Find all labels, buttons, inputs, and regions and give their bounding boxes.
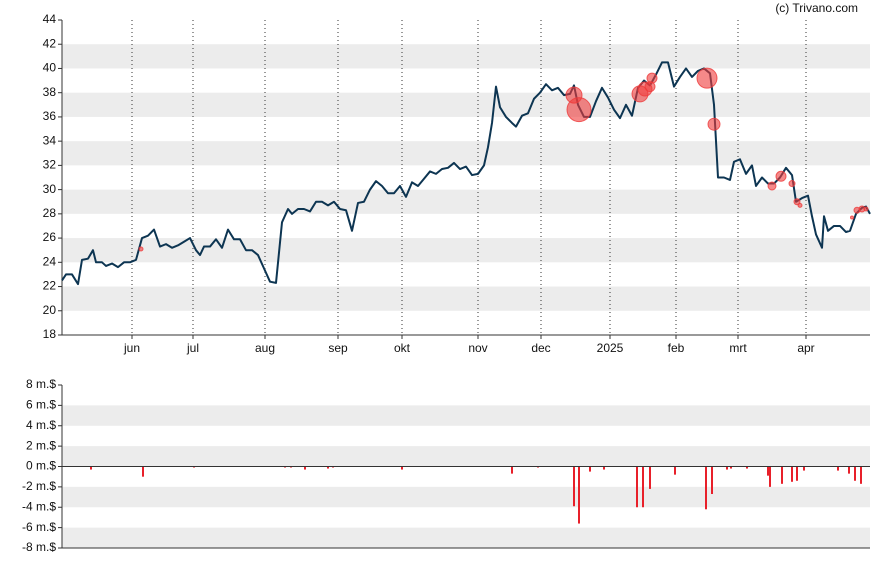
grid-band [62, 141, 870, 166]
x-tick-label: dec [531, 341, 550, 355]
bar [769, 466, 771, 487]
y-tick-label: 32 [43, 158, 57, 172]
bar [837, 466, 839, 471]
x-tick-label: 2025 [597, 341, 624, 355]
bar [589, 466, 591, 472]
y-tick-label: 24 [43, 254, 57, 268]
bar [730, 466, 732, 469]
y-tick-label: -6 m.$ [22, 520, 56, 534]
x-tick-label: jul [186, 341, 199, 355]
bar [781, 466, 783, 484]
x-tick-label: apr [797, 341, 814, 355]
trade-bubble [646, 72, 658, 84]
x-tick-label: sep [328, 341, 348, 355]
y-tick-label: 6 m.$ [26, 398, 56, 412]
bar [332, 466, 334, 468]
y-tick-label: -8 m.$ [22, 540, 56, 554]
grid-band [62, 446, 870, 467]
trade-bubble [767, 181, 777, 191]
price-line [61, 61, 871, 286]
y-tick-label: 30 [43, 182, 57, 196]
trade-bubble [707, 117, 721, 131]
bar [767, 466, 769, 476]
bar [636, 466, 638, 508]
x-tick-label: okt [394, 341, 411, 355]
bar [327, 466, 329, 469]
bar [848, 466, 850, 474]
bar [674, 466, 676, 475]
x-tick-label: aug [255, 341, 275, 355]
bar [290, 466, 292, 468]
bar [284, 466, 286, 468]
grid-band [62, 92, 870, 117]
bar [537, 466, 539, 468]
y-tick-label: 38 [43, 85, 57, 99]
y-tick-label: 28 [43, 206, 57, 220]
bar [711, 466, 713, 495]
grid-band [62, 527, 870, 548]
y-tick-label: 8 m.$ [26, 377, 56, 391]
bar [860, 466, 862, 484]
x-tick-label: feb [668, 341, 685, 355]
grid-band [62, 486, 870, 508]
bar [705, 466, 707, 510]
bar [90, 466, 92, 470]
bar [578, 466, 580, 524]
y-tick-label: 2 m.$ [26, 438, 56, 452]
bar [791, 466, 793, 482]
bar [796, 466, 798, 481]
bar [603, 466, 605, 470]
x-tick-label: mrt [729, 341, 747, 355]
grid-band [62, 189, 870, 214]
y-tick-label: 44 [43, 12, 57, 26]
trade-bubble [793, 198, 801, 206]
y-tick-label: 4 m.$ [26, 418, 56, 432]
y-tick-label: 40 [43, 61, 57, 75]
bar [746, 466, 748, 469]
trade-bubble [566, 97, 592, 123]
trade-bubble [138, 246, 144, 252]
trade-bubble [696, 67, 718, 89]
bar [854, 466, 856, 481]
bar [803, 466, 805, 471]
y-tick-label: 34 [43, 133, 57, 147]
y-tick-label: 42 [43, 36, 57, 50]
bar [304, 466, 306, 470]
y-tick-label: -4 m.$ [22, 499, 56, 513]
bar [726, 466, 728, 470]
y-tick-label: 26 [43, 230, 57, 244]
trade-bubble [788, 180, 796, 188]
grid-band [62, 44, 870, 69]
y-tick-label: -2 m.$ [22, 479, 56, 493]
x-tick-label: jun [123, 341, 140, 355]
grid-band [62, 286, 870, 311]
grid-band [62, 405, 870, 426]
bar [401, 466, 403, 470]
x-tick-label: nov [468, 341, 487, 355]
y-tick-label: 36 [43, 109, 57, 123]
bar [193, 466, 195, 468]
bar [142, 466, 144, 477]
trade-bubble [775, 170, 787, 182]
y-tick-label: 22 [43, 279, 57, 293]
y-tick-label: 20 [43, 303, 57, 317]
y-tick-label: 18 [43, 327, 57, 341]
bar [511, 466, 513, 474]
y-tick-label: 0 m.$ [26, 459, 56, 473]
trade-bubble [863, 206, 869, 212]
trade-bubble [850, 215, 854, 220]
bar [573, 466, 575, 507]
bar [642, 466, 644, 508]
source-credit: (c) Trivano.com [775, 1, 858, 15]
bar [649, 466, 651, 489]
trade-bubble [797, 202, 803, 208]
